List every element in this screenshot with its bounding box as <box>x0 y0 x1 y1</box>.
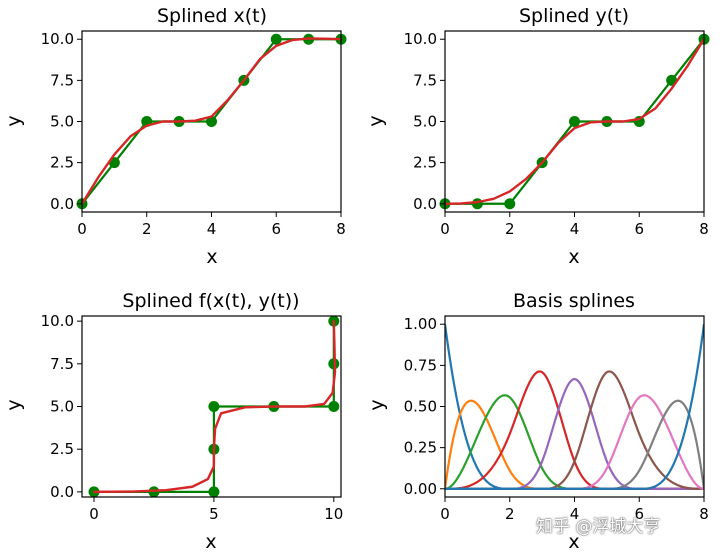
plot-area <box>445 38 704 205</box>
plot-area <box>82 37 341 205</box>
x-axis-label: x <box>205 531 216 553</box>
x-axis-label: x <box>568 246 579 268</box>
axes-frame <box>444 315 705 498</box>
x-tick-label: 8 <box>699 505 709 523</box>
panel-splined-y: Splined y(t) x y 0 2 4 6 8 0.0 2.5 5.0 7.5 10.0 <box>365 5 710 268</box>
y-tick-label: 7.5 <box>50 355 74 373</box>
x-tick-label: 2 <box>505 505 515 523</box>
y-tick-label: 1.00 <box>404 315 437 333</box>
y-tick-label: 0.0 <box>413 195 437 213</box>
panel-title: Splined y(t) <box>519 5 629 27</box>
x-tick-label: 10 <box>324 505 343 523</box>
panel-splined-x: Splined x(t) x y 0 2 4 6 8 0.0 2.5 5.0 7.5 10.0 <box>3 5 347 268</box>
y-tick-label: 2.5 <box>50 440 74 458</box>
plot-area <box>445 324 704 490</box>
x-tick-label: 4 <box>207 220 217 238</box>
basis-spline-5 <box>445 370 704 490</box>
y-tick-label: 2.5 <box>413 154 437 172</box>
y-tick-label: 0.25 <box>404 439 437 457</box>
y-tick-label: 10.0 <box>41 30 74 48</box>
y-tick-label: 0.00 <box>404 480 437 498</box>
panel-title: Basis splines <box>513 290 635 312</box>
panel-basis-splines: Basis splines x y 0 2 4 6 8 0.00 0.25 0.50 0.75 1… <box>366 290 709 553</box>
data-line <box>82 38 341 205</box>
basis-spline-3 <box>445 370 704 490</box>
basis-spline-2 <box>445 394 704 490</box>
spline-curve <box>445 38 704 205</box>
y-tick-label: 5.0 <box>413 113 437 131</box>
panel-title: Splined f(x(t), y(t)) <box>122 290 299 312</box>
x-tick-label: 2 <box>142 220 152 238</box>
x-tick-label: 4 <box>570 505 580 523</box>
panel-title: Splined x(t) <box>157 5 267 27</box>
y-tick-label: 10.0 <box>41 312 74 330</box>
x-tick-label: 2 <box>505 220 515 238</box>
y-tick-label: 2.5 <box>50 154 74 172</box>
x-axis-label: x <box>206 246 217 268</box>
x-tick-label: 6 <box>634 505 644 523</box>
spline-curve <box>82 37 341 205</box>
plot-area <box>92 319 337 494</box>
y-tick-label: 5.0 <box>50 113 74 131</box>
y-axis-label: y <box>365 115 387 126</box>
y-axis-label: y <box>366 399 388 410</box>
x-tick-label: 4 <box>570 220 580 238</box>
y-tick-label: 5.0 <box>50 398 74 416</box>
x-tick-label: 8 <box>336 220 346 238</box>
x-tick-label: 5 <box>209 505 219 523</box>
x-tick-label: 6 <box>271 220 281 238</box>
x-tick-label: 8 <box>699 220 709 238</box>
panel-splined-f: Splined f(x(t), y(t)) x y 0 5 10 0.0 2.5 5.0 7… <box>3 290 343 553</box>
x-tick-label: 0 <box>440 220 450 238</box>
basis-spline-6 <box>445 394 704 490</box>
y-axis-label: y <box>3 115 25 126</box>
y-tick-label: 0.75 <box>404 356 437 374</box>
y-tick-label: 7.5 <box>50 71 74 89</box>
x-tick-label: 6 <box>634 220 644 238</box>
y-tick-label: 10.0 <box>404 30 437 48</box>
watermark: 知乎 @浮城大亨 <box>536 517 661 537</box>
data-line <box>445 38 704 205</box>
y-tick-label: 0.50 <box>404 398 437 416</box>
y-tick-label: 7.5 <box>413 71 437 89</box>
spline-curve <box>92 319 337 494</box>
y-tick-label: 0.0 <box>50 195 74 213</box>
x-tick-label: 0 <box>89 505 99 523</box>
basis-spline-8 <box>445 324 704 490</box>
basis-spline-4 <box>445 377 704 490</box>
x-tick-label: 0 <box>77 220 87 238</box>
x-tick-label: 0 <box>440 505 450 523</box>
y-tick-label: 0.0 <box>50 483 74 501</box>
y-axis-label: y <box>3 399 25 410</box>
x-axis-label: x <box>568 531 579 553</box>
